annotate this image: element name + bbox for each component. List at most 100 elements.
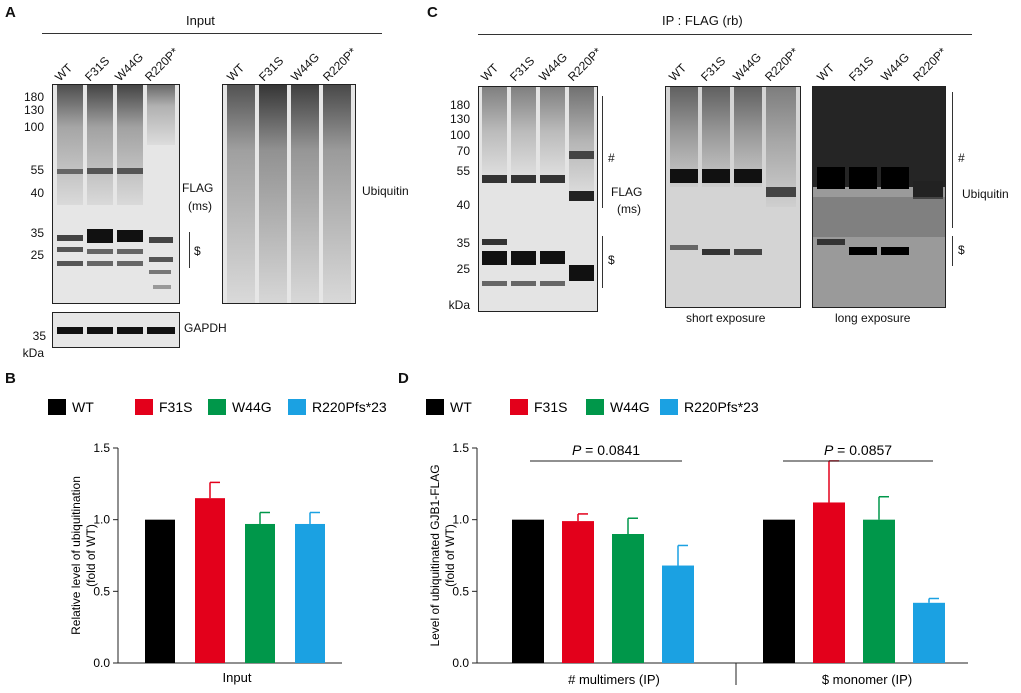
bar-0-0: [512, 519, 544, 663]
blot-input-ubiquitin-bands: [227, 85, 351, 303]
y-tick-label-2: 1.0: [93, 513, 110, 527]
panel-c-dollar-ubi: $: [958, 243, 965, 257]
lane-label-r220p: R220P*: [762, 44, 802, 84]
y-tick-label-3: 1.5: [93, 441, 110, 455]
panel-c-flag-sub: (ms): [617, 202, 641, 216]
mw-marker-40: 40: [30, 186, 44, 200]
panel-c-hash-bracket: [602, 96, 603, 208]
lane-label-w44g: W44G: [878, 50, 913, 84]
bar-1-0: [763, 519, 795, 663]
mw-marker-130: 130: [23, 103, 44, 117]
lane-label-wt: WT: [478, 60, 502, 84]
bar-1-1: [813, 502, 845, 663]
lane-label-w44g: W44G: [730, 50, 765, 84]
pvalue-value-1: = 0.0857: [833, 442, 892, 458]
legend-swatch-2: [586, 399, 604, 415]
panel-a-dollar: $: [194, 244, 201, 258]
blot-input-ubiquitin: [222, 84, 356, 304]
bar-1-3: [913, 602, 945, 663]
x-category-label-1: $ monomer (IP): [822, 672, 912, 687]
mw-marker-40: 40: [456, 198, 470, 212]
bar-0-0: [145, 519, 175, 663]
legend-label-1: F31S: [534, 399, 567, 415]
legend-swatch-1: [135, 399, 153, 415]
legend-swatch-3: [288, 399, 306, 415]
mw-marker-180: 180: [449, 98, 470, 112]
panel-a-dollar-bracket: [189, 232, 190, 268]
panel-a-letter: A: [5, 4, 16, 21]
legend-label-3: R220Pfs*23: [684, 399, 759, 415]
mw-marker-35: 35: [30, 226, 44, 240]
blot-gapdh: [52, 312, 180, 348]
gapdh-mw-35: 35: [32, 329, 46, 343]
panel-b-letter: B: [5, 370, 16, 387]
legend-label-0: WT: [450, 399, 472, 415]
panel-c-flag-label: FLAG: [611, 185, 643, 199]
y-axis-label-2: (fold of WT): [84, 524, 98, 587]
panel-c-dollar-bracket-ubi: [952, 236, 953, 266]
legend-label-2: W44G: [610, 399, 650, 415]
legend-label-0: WT: [72, 399, 94, 415]
panel-c-ubiquitin-label: Ubiquitin: [962, 187, 1009, 201]
x-category-label-0: # multimers (IP): [568, 672, 660, 687]
panel-c-hash-bracket-ubi: [952, 92, 953, 228]
panel-c-hash-ubi: #: [958, 151, 965, 165]
lane-label-f31s: F31S: [82, 53, 113, 84]
panel-c-letter: C: [427, 4, 438, 21]
lane-label-wt: WT: [814, 60, 838, 84]
pvalue-value-0: = 0.0841: [581, 442, 640, 458]
bar-0-1: [195, 498, 225, 663]
lane-label-wt: WT: [666, 60, 690, 84]
y-axis-label: Level of ubiquitinated GJB1-FLAG: [428, 464, 442, 646]
panel-a-gapdh-label: GAPDH: [184, 321, 227, 335]
blot-input-flag-bands: [57, 85, 175, 289]
blot-ip-flag: [478, 86, 598, 312]
bar-0-3: [662, 565, 694, 663]
pvalue-label-1: P = 0.0857: [824, 442, 892, 458]
y-tick-label-2: 1.0: [452, 513, 469, 527]
mw-marker-25: 25: [456, 262, 470, 276]
y-tick-label-0: 0.0: [93, 656, 110, 670]
panel-a-ubiquitin-label: Ubiquitin: [362, 184, 409, 198]
blot-input-flag: [52, 84, 180, 304]
mw-marker-180: 180: [23, 90, 44, 104]
chart-b: WT F31S W44G R220Pfs*23 0.0 0.5 1.0 1.5 Relative…: [48, 399, 387, 685]
legend-swatch-1: [510, 399, 528, 415]
y-tick-label-0: 0.0: [452, 656, 469, 670]
lane-label-w44g: W44G: [112, 50, 147, 84]
blot-gapdh-bands: [57, 327, 175, 334]
panel-a-header-line: [42, 33, 382, 34]
legend-swatch-3: [660, 399, 678, 415]
chart-d: WT F31S W44G R220Pfs*23 0.0 0.5 1.0 1.5 Level of…: [426, 399, 968, 687]
lane-label-r220p: R220P*: [565, 44, 605, 84]
legend-label-3: R220Pfs*23: [312, 399, 387, 415]
panel-c-header: IP : FLAG (rb): [662, 13, 743, 28]
mw-marker-25: 25: [30, 248, 44, 262]
panel-a-flag-label: FLAG: [182, 181, 214, 195]
legend-swatch-0: [426, 399, 444, 415]
y-axis-label-2: (fold of WT): [443, 524, 457, 587]
lane-label-f31s: F31S: [256, 53, 287, 84]
panel-c-dollar-flag: $: [608, 253, 615, 267]
blot-ip-ubiquitin-long: [812, 86, 946, 308]
mw-marker-55: 55: [30, 163, 44, 177]
panel-d-letter: D: [398, 370, 409, 387]
panel-a-flag-sub: (ms): [188, 199, 212, 213]
legend-swatch-0: [48, 399, 66, 415]
lane-label-wt: WT: [224, 60, 248, 84]
panel-c-hash-flag: #: [608, 151, 615, 165]
legend-swatch-2: [208, 399, 226, 415]
mw-marker-55: 55: [456, 164, 470, 178]
pvalue-prefix-0: P: [572, 442, 582, 458]
lane-label-f31s: F31S: [846, 53, 877, 84]
bar-0-2: [245, 523, 275, 663]
lane-label-f31s: F31S: [698, 53, 729, 84]
mw-marker-100: 100: [449, 128, 470, 142]
x-category-label-0: Input: [223, 670, 252, 685]
mw-marker-35: 35: [456, 236, 470, 250]
lane-label-r220p: R220P*: [320, 44, 360, 84]
blot-ip-ubiquitin-long-bands: [813, 87, 945, 255]
pvalue-label-0: P = 0.0841: [572, 442, 640, 458]
bar-0-1: [562, 521, 594, 663]
pvalue-prefix-1: P: [824, 442, 834, 458]
